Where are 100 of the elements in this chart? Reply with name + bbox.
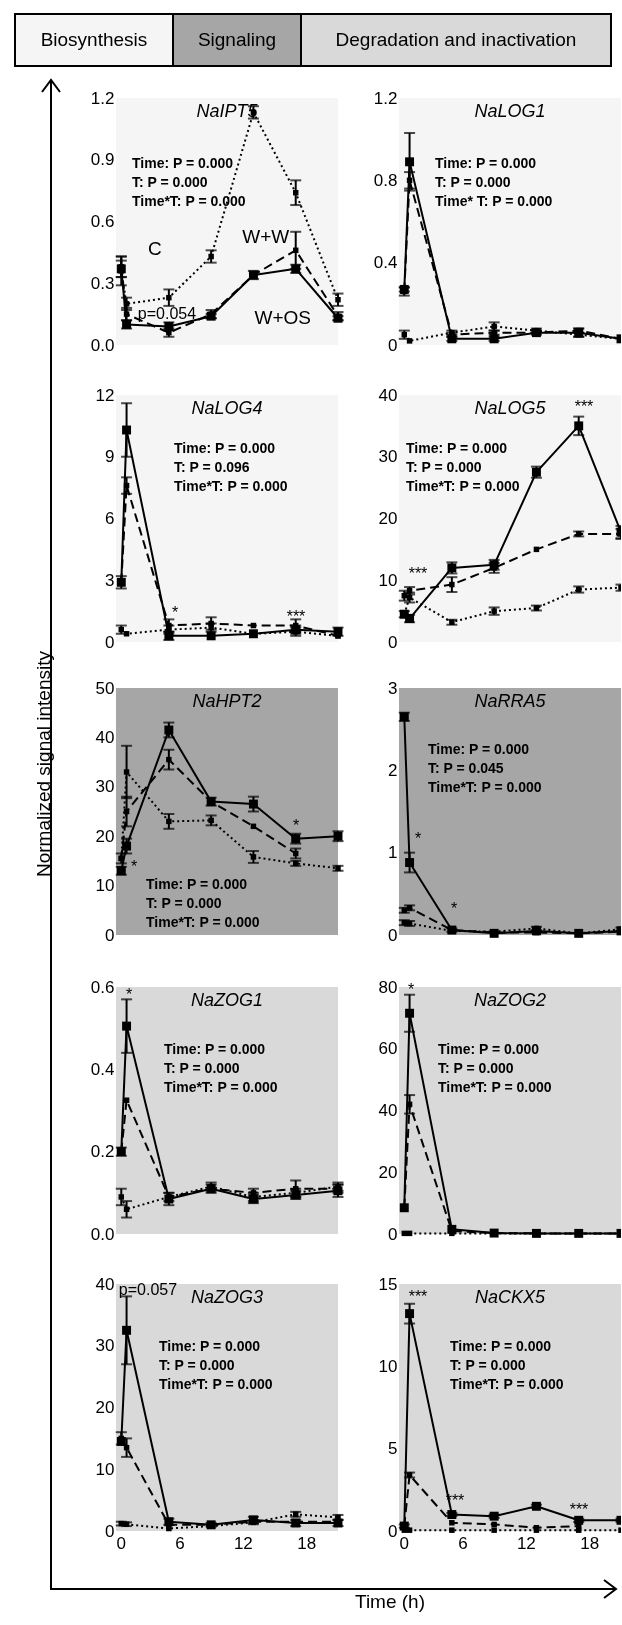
- category-label: Signaling: [172, 13, 302, 67]
- y-tick-label: 40: [378, 1101, 398, 1120]
- annotation: Time* T: P = 0.000: [435, 193, 553, 209]
- y-tick-label: 10: [95, 1459, 115, 1479]
- y-tick-label: 10: [95, 876, 115, 896]
- chart-title: NaCKX5: [474, 1287, 546, 1307]
- y-tick-label: 80: [378, 977, 398, 997]
- annotation: Time: P = 0.000: [132, 155, 234, 171]
- y-tick-label: 0.0: [90, 1224, 115, 1244]
- y-tick-label: 15: [378, 1274, 398, 1294]
- annotation: Time*T: P = 0.000: [159, 1376, 273, 1392]
- annotation: *: [450, 900, 458, 917]
- y-tick-label: 60: [378, 1039, 398, 1059]
- annotation: T: P = 0.000: [159, 1357, 235, 1373]
- annotation: Time*T: P = 0.000: [132, 193, 246, 209]
- annotation: T: P = 0.000: [435, 174, 511, 190]
- annotation: p=0.054: [137, 305, 197, 322]
- x-tick-label: 6: [175, 1533, 185, 1553]
- y-tick-label: 0.0: [90, 335, 115, 355]
- x-tick-label: 18: [580, 1533, 600, 1553]
- annotation: Time*T: P = 0.000: [164, 1079, 278, 1095]
- annotation: T: P = 0.000: [450, 1357, 526, 1373]
- y-tick-label: 0.9: [90, 150, 115, 170]
- y-tick-label: 0.3: [90, 273, 115, 293]
- annotation: ***: [408, 1288, 428, 1305]
- x-tick-label: 12: [516, 1533, 536, 1553]
- y-tick-label: 0.4: [373, 253, 398, 273]
- y-tick-label: 20: [95, 1398, 115, 1417]
- annotation: ***: [408, 565, 428, 582]
- annotation: *: [125, 986, 133, 1003]
- annotation: Time*T: P = 0.000: [406, 478, 520, 494]
- y-tick-label: 2: [388, 760, 398, 780]
- y-tick-label: 1: [388, 843, 398, 863]
- annotation: Time: P = 0.000: [159, 1338, 261, 1354]
- annotation: Time: P = 0.000: [146, 876, 248, 892]
- annotation: Time*T: P = 0.000: [428, 779, 542, 795]
- y-tick-label: 0.8: [373, 170, 398, 190]
- y-tick-label: 10: [378, 1356, 398, 1376]
- y-tick-label: 0: [105, 925, 115, 945]
- y-tick-label: 1.2: [90, 88, 115, 108]
- annotation: *: [414, 830, 422, 847]
- annotation: Time*T: P = 0.000: [438, 1079, 552, 1095]
- annotation: Time: P = 0.000: [438, 1041, 540, 1057]
- text: Time (h): [354, 1591, 426, 1613]
- annotation: T: P = 0.000: [406, 459, 482, 475]
- annotation: *: [292, 817, 300, 834]
- y-tick-label: 20: [95, 826, 115, 846]
- y-tick-label: 30: [95, 777, 115, 797]
- annotation: ***: [569, 1501, 589, 1518]
- annotation: Time: P = 0.000: [450, 1338, 552, 1354]
- y-tick-label: 3: [388, 678, 398, 698]
- y-tick-label: 0: [105, 632, 115, 652]
- y-tick-label: 0.2: [90, 1142, 115, 1162]
- category-label: Degradation and inactivation: [300, 13, 612, 67]
- x-tick-label: 6: [458, 1533, 468, 1553]
- chart-title: NaZOG1: [190, 990, 264, 1010]
- y-tick-label: 3: [105, 570, 115, 590]
- chart-title: NaHPT2: [192, 691, 262, 711]
- y-tick-label: 0: [388, 925, 398, 945]
- annotation: T: P = 0.045: [428, 760, 504, 776]
- series-label: C: [147, 237, 162, 259]
- y-tick-label: 30: [378, 447, 398, 467]
- annotation: T: P = 0.000: [132, 174, 208, 190]
- y-tick-label: 40: [95, 727, 115, 747]
- annotation: ***: [574, 398, 594, 415]
- annotation: T: P = 0.000: [438, 1060, 514, 1076]
- series-label: W+W: [242, 226, 290, 248]
- chart-title: NaLOG4: [191, 398, 263, 418]
- annotation: Time*T: P = 0.000: [174, 478, 288, 494]
- chart-title: NaLOG5: [474, 398, 547, 418]
- annotation: p=0.057: [118, 1281, 178, 1298]
- annotation: *: [130, 858, 138, 875]
- annotation: Time: P = 0.000: [174, 440, 276, 456]
- annotation: Time: P = 0.000: [435, 155, 537, 171]
- annotation: T: P = 0.096: [174, 459, 250, 475]
- annotation: Time*T: P = 0.000: [450, 1376, 564, 1392]
- y-tick-label: 6: [105, 509, 115, 528]
- y-tick-label: 30: [95, 1336, 115, 1356]
- y-tick-label: 40: [95, 1274, 115, 1294]
- y-tick-label: 0.6: [90, 977, 115, 997]
- annotation: Time: P = 0.000: [406, 440, 508, 456]
- chart-title: NaLOG1: [474, 101, 546, 121]
- y-tick-label: 0.4: [90, 1059, 115, 1079]
- y-tick-label: 1.2: [373, 88, 398, 108]
- text: Normalized signal intensity: [33, 650, 55, 879]
- y-tick-label: 40: [378, 385, 398, 405]
- y-tick-label: 20: [378, 509, 398, 528]
- annotation: T: P = 0.000: [164, 1060, 240, 1076]
- y-tick-label: 5: [388, 1439, 398, 1459]
- annotation: Time*T: P = 0.000: [146, 914, 260, 930]
- annotation: Time: P = 0.000: [428, 741, 530, 757]
- y-tick-label: 0: [388, 335, 398, 355]
- annotation: ***: [286, 608, 306, 625]
- chart-title: NaZOG2: [473, 990, 547, 1010]
- annotation: *: [407, 981, 415, 998]
- annotation: T: P = 0.000: [146, 895, 222, 911]
- category-label: Biosynthesis: [14, 13, 174, 67]
- y-tick-label: 20: [378, 1162, 398, 1182]
- y-tick-label: 50: [95, 678, 115, 698]
- y-tick-label: 0.6: [90, 212, 115, 231]
